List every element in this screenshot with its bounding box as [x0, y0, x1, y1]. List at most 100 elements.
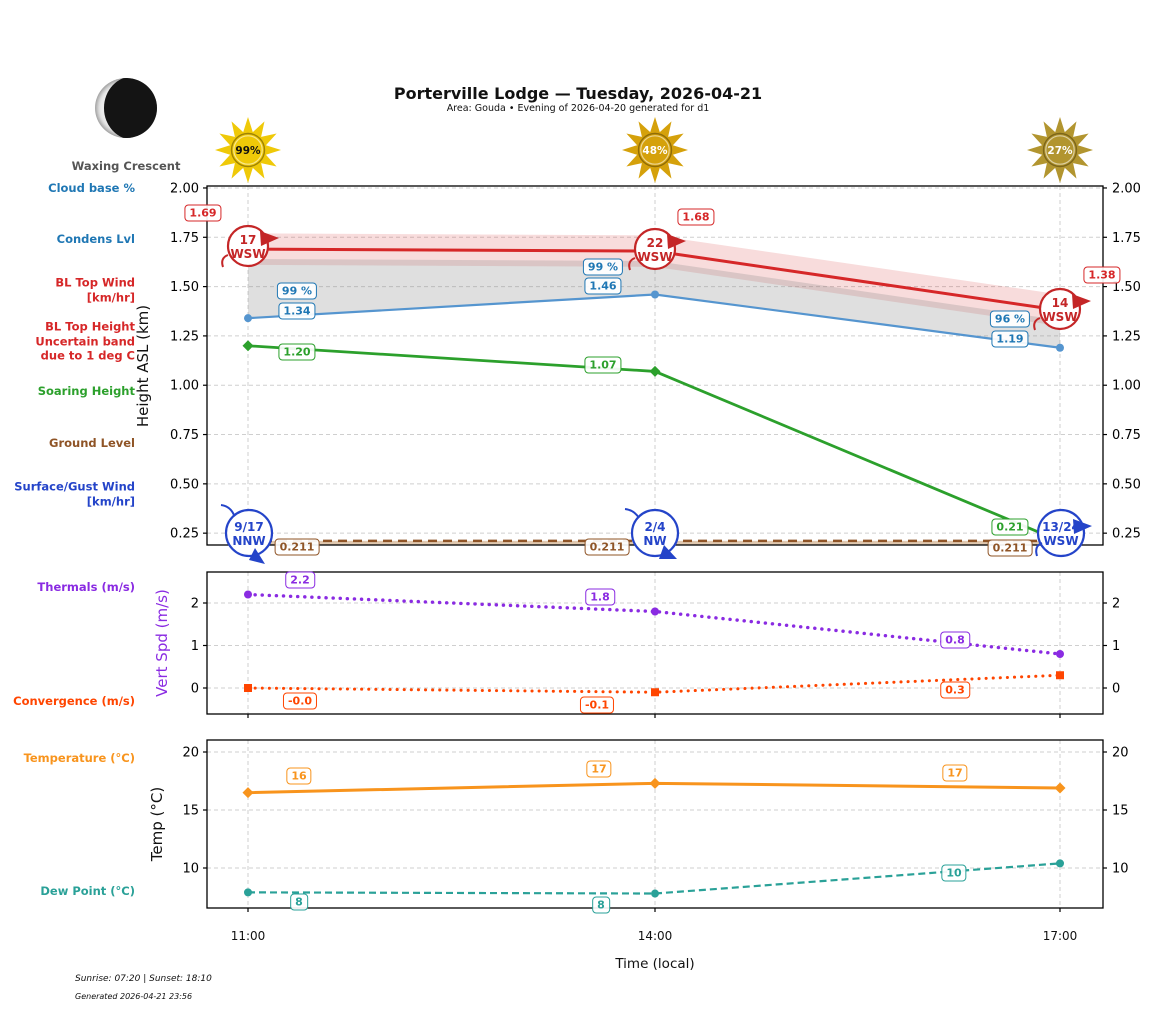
sunshine-icon: 27%: [1027, 117, 1093, 183]
bl-top-wind-indicator-barb: [260, 231, 279, 246]
bl-top-marker: [1056, 343, 1064, 352]
y-axis-label-temp: Temp (°C): [148, 786, 166, 862]
surface-wind-indicator-barb-tail: [1035, 542, 1043, 557]
value-label: 8: [290, 893, 308, 911]
bl-top-marker: [651, 290, 659, 299]
surface-wind-indicator-barb: [659, 545, 677, 559]
value-label: 2.2: [285, 571, 315, 589]
sun-disc-ring: [640, 135, 670, 165]
side-label-soaring-height: Soaring Height: [37, 383, 135, 398]
y-tick-label: 1.25: [1112, 329, 1141, 344]
sun-disc: [637, 132, 673, 168]
sun-percent: 48%: [642, 145, 668, 157]
value-label: -0.1: [579, 696, 615, 714]
x-axis-label: Time (local): [615, 956, 695, 972]
value-label: 96 %: [989, 310, 1031, 328]
bl-top-wind-indicator-barb-tail: [628, 257, 636, 271]
x-tick-17: 17:00: [1042, 929, 1078, 943]
value-label: 0.8: [940, 631, 970, 649]
y-tick-label: 10: [182, 862, 199, 877]
y-tick-label: 0.25: [170, 527, 199, 542]
value-label: 1.34: [278, 302, 316, 320]
value-label: 0.211: [584, 538, 630, 556]
surface-wind-indicator-barb-tail: [624, 508, 640, 519]
y-tick-label: 15: [1112, 804, 1129, 819]
dew-point-marker: [1056, 859, 1064, 868]
value-label: 1.8: [585, 588, 615, 606]
y-tick-label: 0.50: [170, 477, 199, 492]
panel-border: [206, 739, 1104, 909]
surface-wind-indicator-circle: [1036, 508, 1086, 558]
side-label-bl-top-height: BL Top Height Uncertain band due to 1 de…: [35, 319, 135, 363]
y-tick-label: 1.75: [1112, 231, 1141, 246]
bl-top-wind-indicator-circle: [633, 227, 677, 271]
sun-disc: [1042, 132, 1078, 168]
y-tick-label: 2: [191, 597, 199, 612]
moon-phase-label: Waxing Crescent: [71, 159, 181, 173]
soaring-height-marker: [242, 340, 254, 352]
sunshine-icon: 99%: [215, 117, 281, 183]
convergence-marker: [651, 688, 659, 697]
surface-wind-indicator-barb: [1073, 519, 1092, 534]
y-tick-label: 2.00: [170, 181, 199, 196]
value-label: 1.68: [677, 208, 715, 226]
y-axis-label-height: Height ASL (km): [134, 304, 152, 428]
value-label: 0.211: [274, 538, 320, 556]
y-tick-label: 0.75: [170, 428, 199, 443]
value-label: 1.46: [584, 277, 622, 295]
y-tick-label: 1.25: [170, 329, 199, 344]
temperature-marker: [649, 777, 661, 789]
value-label: 99 %: [582, 258, 624, 276]
bl-top-marker: [244, 314, 252, 323]
y-tick-label: 15: [182, 804, 199, 819]
side-label-dew-point-c-: Dew Point (°C): [40, 883, 135, 898]
value-label: 99 %: [276, 282, 318, 300]
y-tick-label: 20: [1112, 746, 1129, 761]
surface-wind-indicator-circle: [224, 508, 274, 558]
sunshine-icon: 48%: [622, 117, 688, 183]
y-tick-label: 0: [191, 682, 199, 697]
convergence-line: [246, 673, 1062, 694]
page-title: Porterville Lodge — Tuesday, 2026-04-21: [393, 84, 763, 103]
thermals-line: [246, 592, 1062, 656]
y-tick-label: 20: [182, 746, 199, 761]
convergence-marker: [244, 684, 252, 692]
side-label-temperature-c-: Temperature (°C): [23, 750, 135, 765]
side-label-cloud-base-: Cloud base %: [48, 180, 135, 195]
value-label: 17: [586, 760, 612, 778]
surface-wind-indicator-dir: WSW: [1043, 534, 1078, 548]
value-label: -0.0: [282, 692, 318, 710]
thermals-marker: [244, 590, 252, 599]
value-label: 1.19: [991, 330, 1029, 348]
bl-top-wind-indicator-circle: [1038, 287, 1082, 331]
bl-top-wind-indicator-speed: 22: [647, 236, 664, 250]
bl-top-wind-indicator-dir: WSW: [637, 250, 672, 264]
bl-top-uncertain-band: [248, 258, 1060, 348]
value-label: 1.38: [1083, 266, 1121, 284]
surface-wind-indicator-speed: 13/24: [1042, 520, 1080, 534]
surface-wind-indicator: 2/4NW: [624, 508, 680, 559]
surface-wind-indicator-barb: [249, 548, 265, 564]
surface-wind-indicator-circle: [630, 508, 680, 558]
sun-disc: [230, 132, 266, 168]
value-label: 1.07: [584, 356, 622, 374]
x-tick-11: 11:00: [230, 929, 266, 943]
bl-top-wind-indicator-circle: [226, 224, 270, 268]
y-tick-label: 1.00: [1112, 379, 1141, 394]
bl-top-wind-indicator-speed: 14: [1052, 296, 1069, 310]
thermals-marker: [1056, 650, 1064, 658]
side-label-convergence-m-s-: Convergence (m/s): [13, 693, 135, 708]
y-tick-label: 1.00: [170, 379, 199, 394]
y-tick-label: 0.75: [1112, 428, 1141, 443]
value-label: 0.21: [991, 518, 1029, 536]
dew-point-marker: [651, 889, 659, 898]
bl-top-wind-indicator-speed: 17: [240, 233, 257, 247]
y-axis-label-vert-speed: Vert Spd (m/s): [153, 589, 171, 697]
sun-disc-ring: [233, 135, 263, 165]
y-tick-label: 2: [1112, 597, 1120, 612]
